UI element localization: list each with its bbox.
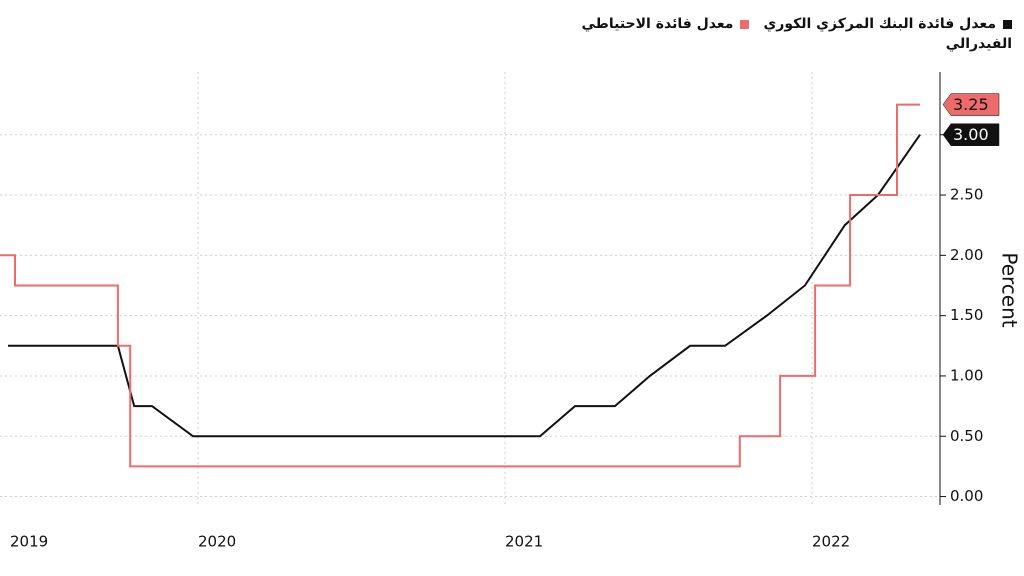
legend-swatch	[740, 19, 750, 29]
x-tick-label: 2022	[812, 533, 850, 551]
legend-item: معدل فائدة الاحتياطي الفيدرالي	[582, 16, 1013, 52]
value-label-box	[942, 123, 1000, 146]
value-label: 3.25	[953, 95, 989, 114]
y-tick-label: 0.50	[950, 427, 983, 445]
y-tick-label: 2.00	[950, 246, 983, 264]
legend-label: معدل فائدة الاحتياطي الفيدرالي	[581, 16, 1013, 52]
series-line	[8, 134, 921, 438]
value-label: 3.00	[953, 125, 989, 144]
legend: معدل فائدة البنك المركزي الكوريمعدل فائد…	[542, 14, 1012, 54]
y-tick-label: 1.00	[950, 366, 983, 384]
x-tick-label: 2021	[505, 533, 543, 551]
y-tick-label: 0.00	[950, 487, 983, 505]
series-line	[0, 103, 920, 468]
y-axis-title: Percent	[998, 252, 1022, 327]
legend-item: معدل فائدة البنك المركزي الكوري	[763, 16, 1012, 32]
x-tick-label: 2020	[198, 533, 236, 551]
legend-label: معدل فائدة البنك المركزي الكوري	[763, 16, 996, 32]
x-tick-label: 2019	[10, 533, 48, 551]
y-tick-label: 1.50	[950, 306, 983, 324]
value-label-box	[942, 93, 1000, 116]
y-tick-label: 2.50	[950, 186, 983, 204]
legend-swatch	[1003, 19, 1012, 29]
